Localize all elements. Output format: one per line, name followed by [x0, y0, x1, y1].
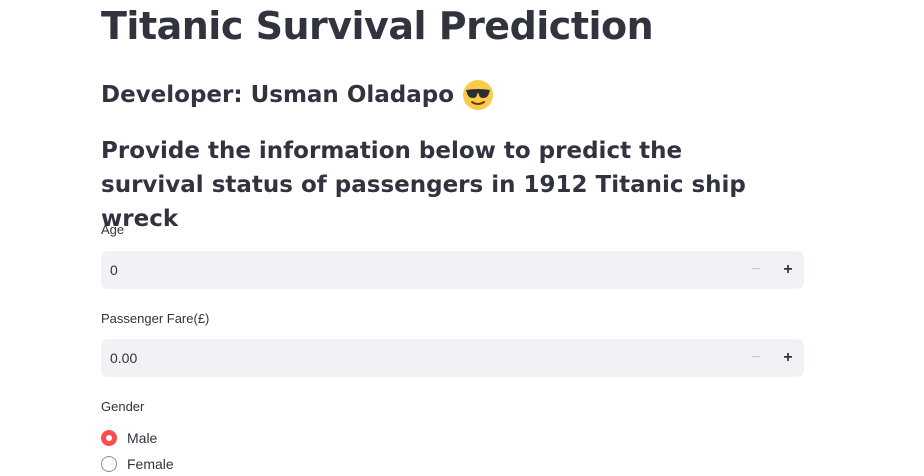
fare-increment-button[interactable]: +	[783, 349, 793, 366]
gender-label: Gender	[101, 399, 145, 414]
age-number-input: 0 − +	[101, 251, 804, 289]
developer-heading: Developer: Usman Oladapo	[101, 77, 494, 113]
age-decrement-button[interactable]: −	[751, 261, 761, 278]
radio-unchecked-icon[interactable]	[101, 456, 117, 472]
fare-input[interactable]: 0.00	[110, 350, 138, 366]
age-input[interactable]: 0	[110, 262, 118, 278]
age-label: Age	[101, 222, 125, 237]
sunglasses-face-icon	[463, 80, 494, 110]
gender-option-male[interactable]: Male	[101, 430, 157, 446]
fare-decrement-button[interactable]: −	[751, 349, 761, 366]
gender-option-label: Female	[127, 456, 174, 472]
page-title: Titanic Survival Prediction	[101, 4, 654, 48]
gender-option-female[interactable]: Female	[101, 456, 174, 472]
age-increment-button[interactable]: +	[783, 261, 793, 278]
gender-option-label: Male	[127, 430, 158, 446]
fare-number-input: 0.00 − +	[101, 339, 804, 377]
radio-checked-icon[interactable]	[101, 430, 117, 446]
developer-text: Developer: Usman Oladapo	[101, 82, 455, 108]
instructions-heading: Provide the information below to predict…	[101, 138, 746, 232]
fare-label: Passenger Fare(£)	[101, 311, 210, 326]
